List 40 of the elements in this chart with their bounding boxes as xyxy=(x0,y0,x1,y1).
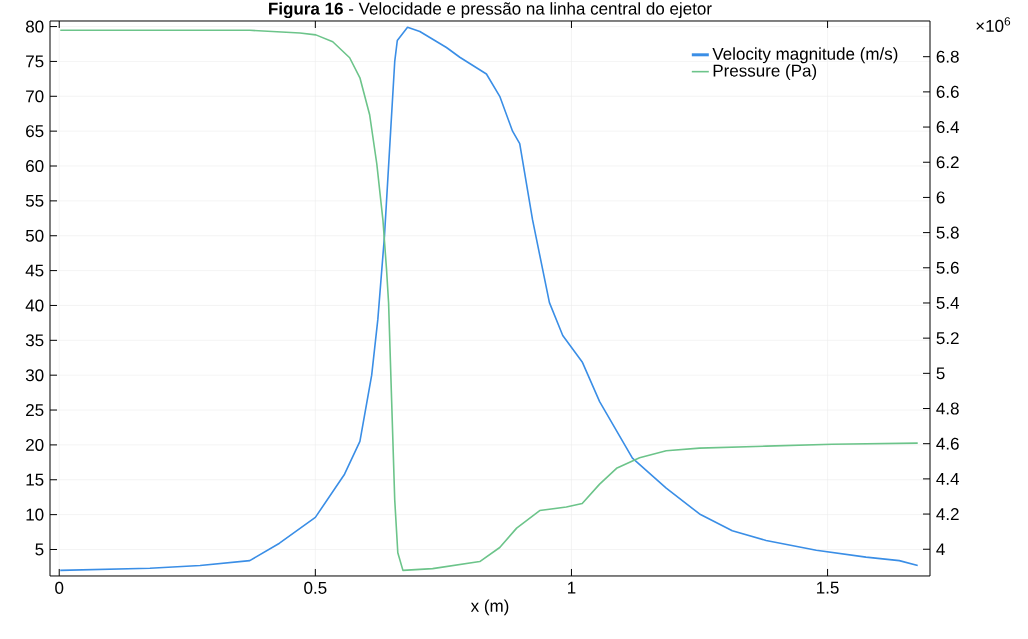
chart-title: Figura 16 - Velocidade e pressão na linha central do ejetor xyxy=(269,2,712,19)
y2-tick-label: 6 xyxy=(936,191,945,204)
legend-label: Velocity magnitude (m/s) xyxy=(712,47,898,64)
y2-tick-label: 6.8 xyxy=(936,50,959,63)
x-axis-title: x (m) xyxy=(470,599,509,616)
y-tick-label: 30 xyxy=(25,369,44,382)
y-tick-label: 80 xyxy=(25,20,44,33)
y2-tick-label: 6.2 xyxy=(936,156,959,169)
y2-tick-label: 4 xyxy=(936,543,945,556)
y2-tick-label: 5 xyxy=(936,367,945,380)
y-tick-label: 45 xyxy=(25,264,44,277)
text: ×10$^{6}$ xyxy=(976,17,1011,32)
x-tick-label: 1.5 xyxy=(817,581,839,594)
y-tick-label: 70 xyxy=(26,90,44,103)
y-tick-label: 20 xyxy=(26,438,44,451)
y2-tick-label: 5.4 xyxy=(936,297,960,309)
y2-tick-label: 5.6 xyxy=(936,261,959,274)
x-tick-label: 0 xyxy=(55,581,64,594)
y2-tick-label: 4.6 xyxy=(936,437,959,450)
y-tick-label: 40 xyxy=(25,299,44,312)
y-tick-label: 65 xyxy=(26,125,44,138)
y-tick-label: 35 xyxy=(25,334,44,347)
x-tick-label: 1 xyxy=(568,581,576,594)
y-tick-label: 10 xyxy=(26,508,44,521)
y-tick-label: 55 xyxy=(25,194,44,207)
legend-label: Pressure (Pa) xyxy=(713,64,817,81)
y2-tick-label: 4.8 xyxy=(936,402,959,415)
y2-tick-label: 4.4 xyxy=(936,473,960,485)
y2-tick-label: 4.2 xyxy=(936,508,959,520)
y2-tick-label: 6.4 xyxy=(936,121,960,134)
y2-tick-label: 5.8 xyxy=(936,226,959,239)
y-tick-label: 75 xyxy=(26,55,44,68)
y-tick-label: 25 xyxy=(26,404,44,417)
y-tick-label: 50 xyxy=(25,229,44,242)
x-tick-label: 0.5 xyxy=(304,581,327,594)
y-tick-label: 5 xyxy=(35,543,44,556)
y2-tick-label: 6.6 xyxy=(936,85,959,98)
y-tick-label: 15 xyxy=(26,473,44,486)
y2-tick-label: 5.2 xyxy=(936,332,959,345)
y-tick-label: 60 xyxy=(26,159,44,173)
